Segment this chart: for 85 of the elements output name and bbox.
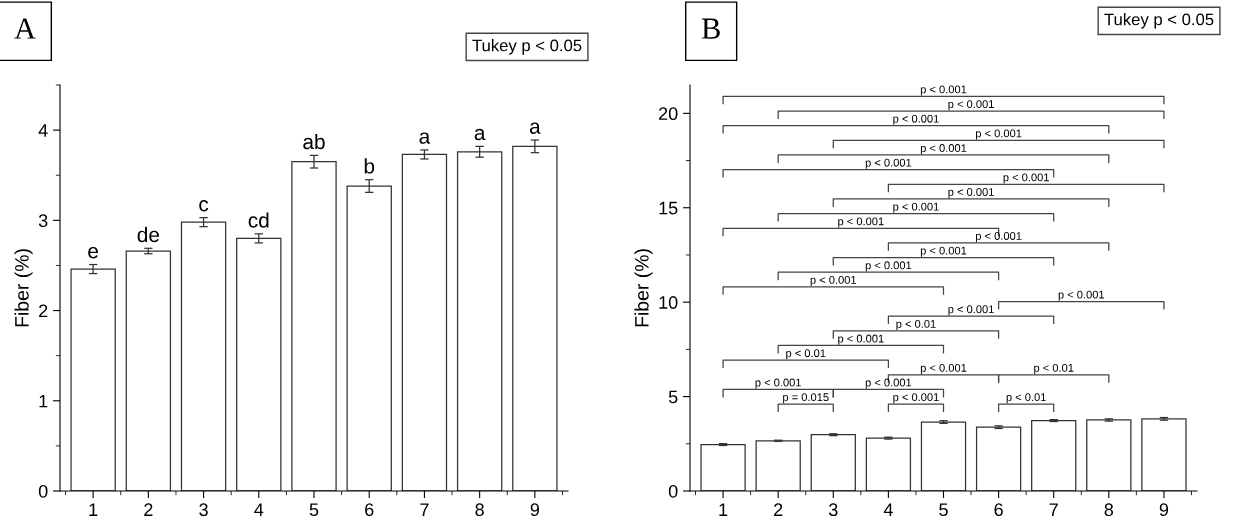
annotation: p < 0.001 [948,188,994,199]
x-tick-label: 6 [365,503,374,517]
bar [1031,419,1077,491]
annotation: p < 0.001 [976,129,1022,140]
annotation: p < 0.001 [810,276,857,287]
annotation: p < 0.001 [976,232,1022,243]
y-tick-label: 15 [659,201,678,215]
bar [810,434,856,491]
annotation: p < 0.001 [838,217,884,228]
bar [975,426,1022,491]
annotation: p < 0.001 [920,363,967,374]
x-tick-label: 1 [719,503,728,516]
x-tick-label: 1 [89,503,98,516]
y-tick-label: 2 [39,304,48,318]
x-tick-label: 9 [530,503,540,517]
y-tick-label: 3 [38,214,48,228]
annotation: p < 0.01 [1006,393,1046,404]
bar [1141,418,1187,491]
annotation: p < 0.001 [865,378,912,389]
bar [456,151,503,491]
x-tick-label: 7 [420,503,429,516]
annotation: p < 0.001 [893,114,939,125]
y-axis-title: Fiber (%) [634,249,653,327]
x-tick-label: 4 [254,503,264,516]
y-tick-label: 4 [38,124,48,137]
bar [180,221,227,491]
annotation: de [137,226,160,243]
bar [512,145,558,491]
annotation: c [199,200,209,212]
bar [70,268,116,491]
bar [920,421,967,491]
bar [125,250,172,491]
x-tick-label: 2 [144,503,153,516]
annotation: a [474,128,486,141]
x-tick-label: 3 [199,503,208,517]
annotation: p < 0.001 [920,85,967,96]
annotation: cd [248,212,269,228]
y-tick-label: 0 [668,484,678,498]
chart-title: A [14,18,36,39]
text: Tukey p < 0.05 [1104,13,1214,29]
y-tick-label: 10 [659,296,678,309]
annotation: ab [303,133,325,150]
annotation: p < 0.001 [920,144,967,155]
x-tick-label: 7 [1049,503,1058,516]
annotation: p < 0.001 [865,158,912,169]
annotation: p < 0.001 [865,261,912,272]
y-tick-label: 20 [659,107,678,121]
annotation: p < 0.001 [893,202,939,213]
annotation: p < 0.001 [893,393,939,404]
annotation: p < 0.001 [1003,173,1049,184]
x-tick-label: 4 [883,503,893,516]
annotation: p < 0.001 [920,246,967,257]
x-tick-label: 5 [939,503,948,517]
x-tick-label: 5 [309,503,319,517]
annotation: b [364,158,375,174]
x-tick-label: 3 [828,503,838,517]
y-tick-label: 1 [39,394,48,408]
annotation: p < 0.001 [838,334,884,345]
y-tick-label: 5 [668,390,678,404]
annotation: p < 0.001 [948,100,994,111]
annotation: e [88,246,98,259]
x-tick-label: 8 [1104,503,1114,517]
bar [236,237,282,491]
annotation: p = 0.015 [783,393,829,404]
bar [865,437,912,491]
y-axis-title: Fiber (%) [14,249,33,327]
bar [1086,419,1132,491]
bar [401,153,448,491]
annotation: p < 0.01 [786,349,826,360]
y-tick-label: 0 [38,484,48,498]
annotation: p < 0.001 [948,305,994,316]
x-tick-label: 9 [1159,503,1169,517]
chart-title: B [701,18,720,39]
x-tick-label: 2 [774,503,783,516]
annotation: a [529,122,541,134]
annotation: p < 0.001 [1058,290,1105,301]
annotation: p < 0.01 [1034,363,1074,374]
x-tick-label: 8 [475,503,484,517]
x-tick-label: 6 [994,503,1003,517]
annotation: a [419,132,431,144]
annotation: p < 0.001 [755,378,801,389]
annotation: p < 0.01 [896,319,936,331]
text: Tukey p < 0.05 [472,39,582,55]
bar [755,440,801,491]
bar [700,443,746,491]
